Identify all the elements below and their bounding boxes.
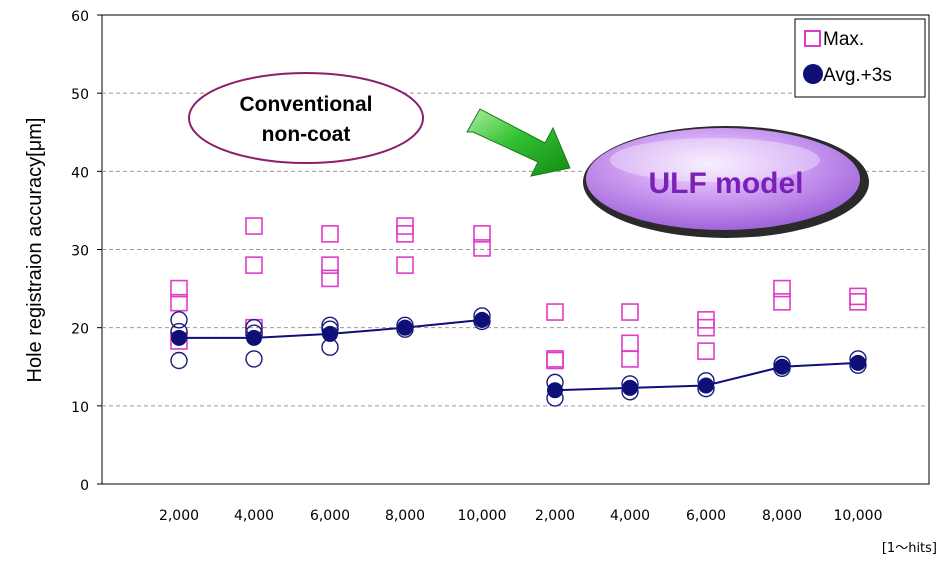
avg-point [397,319,413,336]
max-point [245,256,263,274]
avg-point [547,382,563,399]
max-point [546,303,564,321]
legend-avg-label: Avg.+3s [823,65,892,86]
x-tick-label: 4,000 [610,508,650,524]
avg-point [246,329,262,346]
conventional-label-line: non-coat [262,123,351,146]
x-tick-label: 10,000 [458,508,507,524]
x-tick-label: 6,000 [686,508,726,524]
conventional-callout: Conventional non-coat [188,72,424,164]
ulf-model-label: ULF model [649,167,804,200]
legend-avg-marker [803,64,823,84]
avg-point [322,325,338,342]
max-point [245,217,263,235]
max-point [621,303,639,321]
conventional-label: Conventional non-coat [239,93,372,146]
y-tick-label: 20 [71,322,89,338]
max-point [170,279,188,298]
max-point [546,351,564,370]
y-tick-label: 60 [71,9,89,25]
sample-point [170,351,188,370]
series-layer [170,217,867,407]
max-point [321,256,339,274]
avg-point [774,358,790,375]
max-point [170,293,188,312]
max-point [396,256,414,274]
y-axis-label: Hole registraion accuracy[μm] [24,118,46,383]
y-tick-label: 0 [80,478,89,494]
x-tick-label: 8,000 [762,508,802,524]
x-tick-label: 8,000 [385,508,425,524]
x-tick-label: 4,000 [234,508,274,524]
y-axis-ticks: 0 10 20 30 40 50 60 [71,9,102,494]
max-point [396,225,414,243]
ulf-model-badge: ULF model [583,126,869,238]
max-point [321,225,339,243]
x-tick-label: 2,000 [535,508,575,524]
x-unit-label: [1〜hits] [882,541,937,556]
legend: Max. Avg.+3s [794,18,926,98]
max-point [849,293,867,311]
avg-point [474,311,490,328]
x-axis-ticks: 2,000 4,000 6,000 8,000 10,000 2,000 4,000 6,00… [159,508,883,524]
max-point [473,239,491,257]
max-point [621,350,639,368]
avg-point [850,354,866,371]
avg-point [698,377,714,394]
max-point [697,318,715,337]
sample-point [170,311,188,329]
avg-point [171,329,187,346]
y-tick-label: 10 [71,400,89,416]
max-point [321,269,339,288]
max-point [773,293,791,311]
y-tick-label: 40 [71,165,89,181]
x-tick-label: 10,000 [834,508,883,524]
legend-max-marker [804,30,821,47]
y-tick-label: 30 [71,244,89,260]
y-tick-label: 50 [71,87,89,103]
x-tick-label: 2,000 [159,508,199,524]
arrow-icon [466,108,571,177]
conventional-label-line: Conventional [239,93,372,116]
max-point [773,279,791,298]
legend-max-label: Max. [823,29,864,50]
sample-point [245,350,263,368]
x-tick-label: 6,000 [310,508,350,524]
avg-point [622,379,638,396]
max-point [473,225,491,243]
max-point [697,342,715,360]
